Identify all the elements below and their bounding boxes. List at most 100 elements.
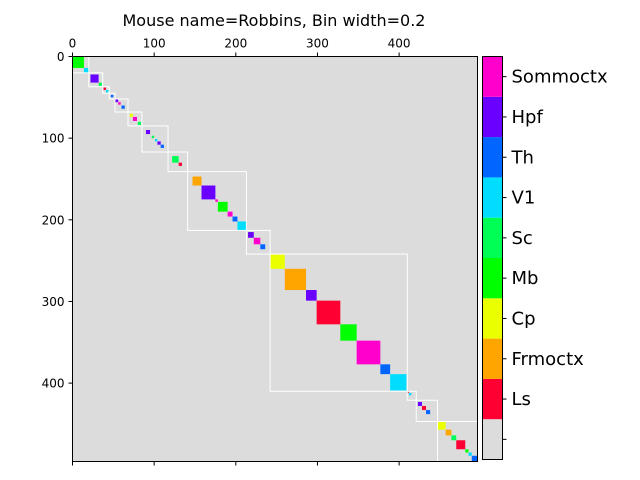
block-cp: [129, 113, 133, 117]
colorbar-frame: [482, 56, 503, 460]
cluster-box: [245, 229, 271, 255]
block-mb: [340, 324, 357, 341]
colorbar-segments: [482, 56, 503, 460]
x-tick-label: 0: [69, 37, 77, 51]
cluster-box: [269, 253, 408, 392]
colorbar-label: Sommoctx: [512, 67, 608, 88]
block-sc: [98, 82, 102, 86]
block-sommoctx: [215, 199, 218, 202]
colorbar-label: Frmoctx: [512, 349, 585, 370]
colorbar-label: Sc: [512, 228, 533, 249]
x-tick-label: 200: [224, 37, 247, 51]
block-sc: [151, 135, 155, 139]
plot-frame: [72, 56, 478, 462]
cluster-box: [415, 399, 438, 422]
cluster-box: [102, 86, 110, 94]
cluster-box: [406, 390, 417, 401]
block-frmoctx: [192, 176, 202, 186]
cluster-box: [187, 171, 247, 231]
block-hpf: [417, 401, 422, 406]
block-sommoctx: [118, 102, 121, 105]
block-mb: [465, 449, 469, 453]
cluster-box: [141, 125, 169, 153]
block-ls: [103, 87, 106, 90]
colorbar-segment: [482, 338, 503, 379]
block-th: [426, 410, 431, 415]
block-sommoctx: [132, 116, 138, 122]
colorbar-label: V1: [512, 188, 536, 209]
block-mb: [217, 201, 228, 212]
colorbar-label: Mb: [512, 268, 539, 289]
colorbar-ticks: Ls Frmoctx Cp Mb Sc V1 Th Hpf Sommoctx: [502, 67, 608, 440]
colorbar-segment: [482, 217, 503, 258]
y-tick-label: 0: [57, 50, 65, 64]
block-v1: [83, 67, 89, 73]
block-hpf: [90, 74, 99, 83]
x-tick-label: 300: [306, 37, 329, 51]
block-cp: [270, 254, 285, 269]
block-v1: [390, 374, 407, 391]
cluster-box: [127, 111, 143, 127]
block-sommoctx: [253, 237, 261, 245]
block-v1: [154, 138, 158, 142]
block-hpf: [157, 141, 161, 145]
block-sommoctx: [356, 340, 381, 365]
block-th: [471, 455, 478, 462]
block-cp: [437, 421, 446, 430]
colorbar-segment: [482, 419, 503, 460]
colorbar-label: Th: [511, 147, 534, 168]
y-tick-label: 100: [42, 132, 65, 146]
cluster-box: [114, 98, 129, 113]
block-v1: [237, 221, 247, 231]
block-sommoctx: [227, 211, 233, 217]
block-mb: [72, 56, 84, 68]
block-hpf: [306, 290, 317, 301]
colorbar-segment: [482, 137, 503, 178]
y-axis-ticks: 0 100 200 300 400: [42, 50, 73, 391]
block-th: [232, 216, 238, 222]
colorbar: Ls Frmoctx Cp Mb Sc V1 Th Hpf Sommoctx: [482, 56, 608, 460]
block-ls: [421, 405, 427, 411]
block-v1: [105, 89, 109, 93]
colorbar-label: Cp: [512, 308, 536, 329]
block-th: [121, 105, 125, 109]
colorbar-segment: [482, 298, 503, 339]
block-v1: [468, 452, 472, 456]
block-sc: [137, 121, 142, 126]
block-hpf: [201, 185, 216, 200]
chart-title: Mouse name=Robbins, Bin width=0.2: [123, 11, 426, 30]
block-ls: [316, 300, 341, 325]
colorbar-label: Hpf: [512, 107, 544, 128]
heatmap-axes: 0 100 200 300 400 0 100 200 300 400: [42, 37, 479, 466]
block-ls: [178, 162, 182, 166]
block-hpf: [145, 129, 151, 135]
cluster-box: [167, 151, 189, 173]
y-tick-label: 300: [42, 295, 65, 309]
y-tick-label: 200: [42, 213, 65, 227]
cluster-box: [88, 72, 104, 88]
block-v1: [408, 392, 412, 396]
block-sc: [451, 435, 457, 441]
x-tick-label: 400: [388, 37, 411, 51]
block-th: [160, 144, 164, 148]
block-frmoctx: [284, 268, 307, 291]
block-ls: [407, 391, 409, 393]
x-tick-label: 100: [143, 37, 166, 51]
heatmap-blocks: [72, 56, 478, 462]
cluster-box: [108, 92, 116, 100]
colorbar-segment: [482, 177, 503, 218]
x-axis-ticks: 0 100 200 300 400: [69, 37, 411, 466]
block-hpf: [114, 98, 119, 103]
y-tick-label: 400: [42, 377, 65, 391]
block-frmoctx: [445, 429, 452, 436]
block-th: [260, 244, 266, 250]
colorbar-label: Ls: [512, 389, 531, 410]
block-ls: [456, 440, 466, 450]
block-th: [380, 364, 391, 375]
colorbar-segment: [482, 96, 503, 138]
colorbar-segment: [482, 56, 503, 97]
block-th: [110, 94, 114, 98]
block-sc: [172, 156, 179, 163]
colorbar-segment: [482, 378, 503, 420]
